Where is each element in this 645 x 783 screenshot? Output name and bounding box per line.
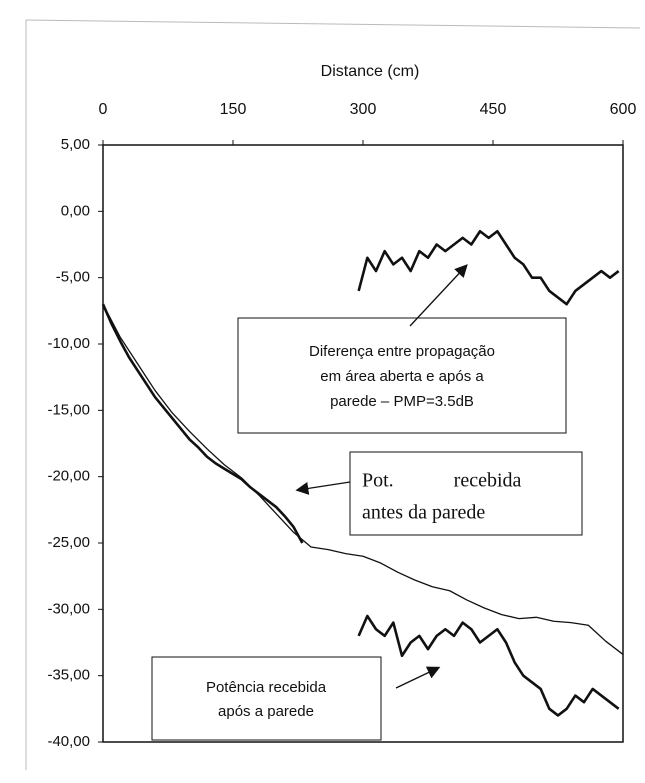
x-tick-label: 0 <box>99 101 108 118</box>
x-axis-title: Distance (cm) <box>321 63 420 80</box>
x-tick-label: 150 <box>220 101 247 118</box>
annotation-text: em área aberta e após a <box>320 368 484 385</box>
line-series <box>357 229 620 306</box>
annotation-text: parede – PMP=3.5dB <box>330 393 474 410</box>
plot-frame <box>102 144 624 743</box>
line-series <box>101 303 304 544</box>
y-tick-label: -5,00 <box>56 269 90 286</box>
annotation-text: antes da parede <box>362 502 485 524</box>
arrow <box>409 264 468 327</box>
page-edge <box>25 19 641 29</box>
annotation-text: Potência recebida <box>206 679 327 696</box>
y-tick-label: -10,00 <box>47 335 90 352</box>
y-tick-label: -40,00 <box>47 733 90 750</box>
y-tick-label: -35,00 <box>47 667 90 684</box>
x-tick-label: 300 <box>350 101 377 118</box>
x-tick-label: 600 <box>610 101 637 118</box>
y-tick-label: -30,00 <box>47 600 90 617</box>
line-series <box>357 614 620 717</box>
annotation-text: Pot. recebida <box>362 470 522 492</box>
y-tick-label: -20,00 <box>47 468 90 485</box>
line-series <box>102 303 624 655</box>
y-tick-label: 0,00 <box>61 202 90 219</box>
arrow <box>395 666 441 689</box>
y-tick-label: -15,00 <box>47 401 90 418</box>
annotation-box <box>237 317 567 434</box>
annotation-text: após a parede <box>218 703 314 720</box>
annotation-box <box>349 451 583 536</box>
y-tick-label: -25,00 <box>47 534 90 551</box>
arrow <box>295 481 351 495</box>
annotation-box <box>151 656 382 741</box>
y-tick-label: 5,00 <box>61 136 90 153</box>
annotation-text: Diferença entre propagação <box>309 343 495 360</box>
x-tick-label: 450 <box>480 101 507 118</box>
